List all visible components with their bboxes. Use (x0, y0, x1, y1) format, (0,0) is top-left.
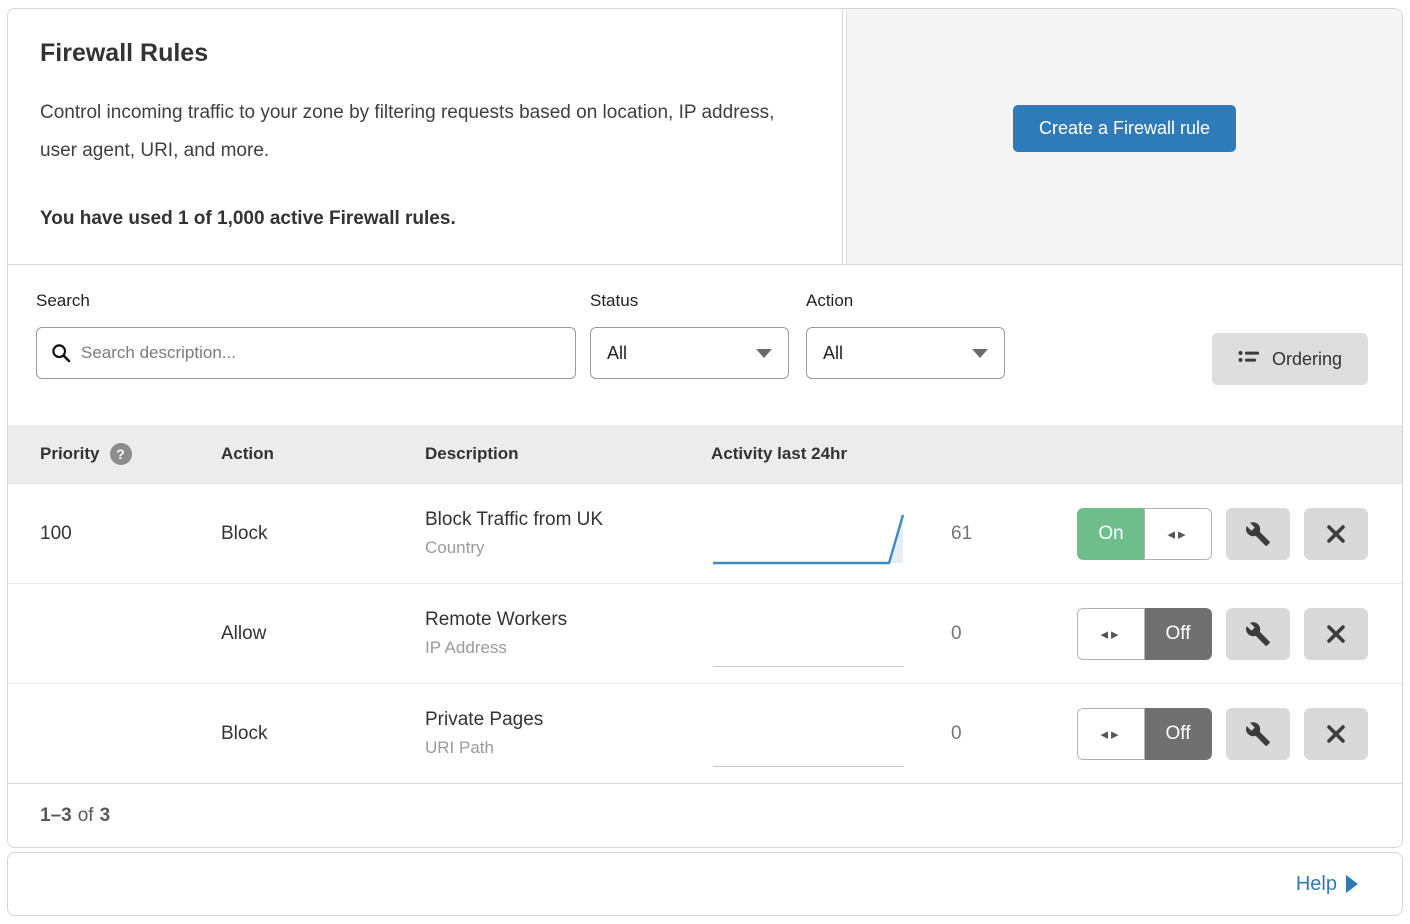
activity-sparkline-cell (711, 604, 923, 667)
activity-count: 0 (951, 622, 962, 644)
rule-action: Allow (221, 622, 267, 644)
edit-rule-button[interactable] (1226, 707, 1290, 760)
help-bar: Help (7, 852, 1403, 916)
chevron-down-icon (972, 348, 988, 358)
activity-count: 0 (951, 722, 962, 744)
status-select[interactable]: All (590, 327, 789, 379)
activity-count: 61 (951, 522, 973, 544)
ordering-wrap: Ordering (1211, 291, 1368, 385)
column-activity: Activity last 24hr (711, 444, 1028, 464)
toggle-state-label: Off (1145, 607, 1212, 660)
rule-action: Block (221, 722, 268, 744)
search-input[interactable] (81, 343, 561, 363)
column-description: Description (425, 444, 711, 464)
rule-controls: ◂▸ Off (1028, 607, 1368, 660)
action-filter-group: Action All (806, 291, 1005, 379)
rule-enable-toggle[interactable]: On ◂▸ (1077, 507, 1212, 560)
help-link-label: Help (1295, 872, 1337, 895)
priority-header-label: Priority (40, 444, 100, 463)
usage-note: You have used 1 of 1,000 active Firewall… (40, 208, 456, 229)
pagination-total: 3 (99, 804, 111, 826)
table-row: 100 Block Block Traffic from UK Country … (8, 483, 1402, 583)
ordering-button[interactable]: Ordering (1211, 333, 1368, 385)
rule-match-type: IP Address (425, 638, 507, 657)
delete-rule-button[interactable] (1304, 507, 1368, 560)
toggle-knob-arrows-icon: ◂▸ (1077, 707, 1145, 760)
rule-controls: On ◂▸ (1028, 507, 1368, 560)
activity-sparkline (713, 514, 905, 565)
page-description: Control incoming traffic to your zone by… (40, 102, 775, 161)
search-icon (52, 344, 71, 363)
close-icon (1327, 724, 1345, 743)
action-selected-value: All (823, 342, 844, 363)
rule-description-cell: Private Pages URI Path (425, 709, 711, 758)
status-filter-group: Status All (590, 291, 789, 379)
rule-controls: ◂▸ Off (1028, 707, 1368, 760)
wrench-icon (1246, 621, 1270, 646)
rule-description-cell: Remote Workers IP Address (425, 609, 711, 658)
rule-description-cell: Block Traffic from UK Country (425, 509, 711, 558)
pagination-range: 1–3 (40, 804, 72, 826)
delete-rule-button[interactable] (1304, 707, 1368, 760)
table-header: Priority ? Action Description Activity l… (8, 425, 1402, 483)
close-icon (1327, 524, 1345, 543)
chevron-down-icon (756, 348, 772, 358)
edit-rule-button[interactable] (1226, 507, 1290, 560)
search-label: Search (36, 291, 90, 310)
search-box[interactable] (36, 327, 576, 379)
delete-rule-button[interactable] (1304, 607, 1368, 660)
rule-match-type: Country (425, 538, 485, 557)
toggle-state-label: Off (1145, 707, 1212, 760)
activity-sparkline-cell (711, 704, 923, 767)
firewall-rules-card: Firewall Rules Control incoming traffic … (7, 8, 1403, 848)
activity-header-label: Activity last 24hr (711, 444, 848, 463)
page-title: Firewall Rules (40, 39, 209, 67)
table-row: Block Private Pages URI Path 0 ◂▸ Off (8, 683, 1402, 783)
activity-sparkline (711, 710, 908, 770)
filter-bar: Search Status All Action (8, 265, 1402, 425)
rule-description: Block Traffic from UK (425, 509, 604, 530)
description-header-label: Description (425, 444, 519, 463)
search-group: Search (36, 291, 576, 379)
pagination-of-label: of (77, 804, 94, 826)
column-priority: Priority ? (40, 443, 221, 465)
toggle-state-label: On (1077, 507, 1144, 560)
list-ordering-icon (1238, 351, 1259, 362)
wrench-icon (1246, 521, 1270, 546)
rule-enable-toggle[interactable]: ◂▸ Off (1077, 607, 1212, 660)
action-header-label: Action (221, 444, 274, 463)
priority-help-icon[interactable]: ? (109, 443, 132, 465)
column-action: Action (221, 444, 425, 464)
toggle-knob-arrows-icon: ◂▸ (1144, 507, 1212, 560)
rule-description: Remote Workers (425, 609, 568, 630)
activity-sparkline-cell (711, 501, 923, 566)
ordering-button-label: Ordering (1271, 348, 1342, 369)
help-arrow-icon (1346, 875, 1358, 893)
status-label: Status (590, 291, 639, 310)
rule-enable-toggle[interactable]: ◂▸ Off (1077, 707, 1212, 760)
rule-priority: 100 (40, 522, 72, 544)
activity-sparkline (711, 610, 908, 670)
pagination-bar: 1–3 of 3 (8, 783, 1402, 847)
edit-rule-button[interactable] (1226, 607, 1290, 660)
rule-match-type: URI Path (425, 738, 494, 757)
create-firewall-rule-button[interactable]: Create a Firewall rule (1012, 105, 1237, 152)
help-link[interactable]: Help (1296, 873, 1358, 896)
toggle-knob-arrows-icon: ◂▸ (1077, 607, 1145, 660)
header-action-panel: Create a Firewall rule (846, 9, 1402, 264)
status-selected-value: All (607, 342, 628, 363)
action-select[interactable]: All (806, 327, 1005, 379)
rule-action: Block (221, 522, 268, 544)
rule-description: Private Pages (425, 709, 544, 730)
header-text-panel: Firewall Rules Control incoming traffic … (8, 9, 846, 264)
action-label: Action (806, 291, 854, 310)
close-icon (1327, 624, 1345, 643)
wrench-icon (1246, 721, 1270, 746)
header-section: Firewall Rules Control incoming traffic … (8, 9, 1402, 265)
table-row: Allow Remote Workers IP Address 0 ◂▸ Off (8, 583, 1402, 683)
